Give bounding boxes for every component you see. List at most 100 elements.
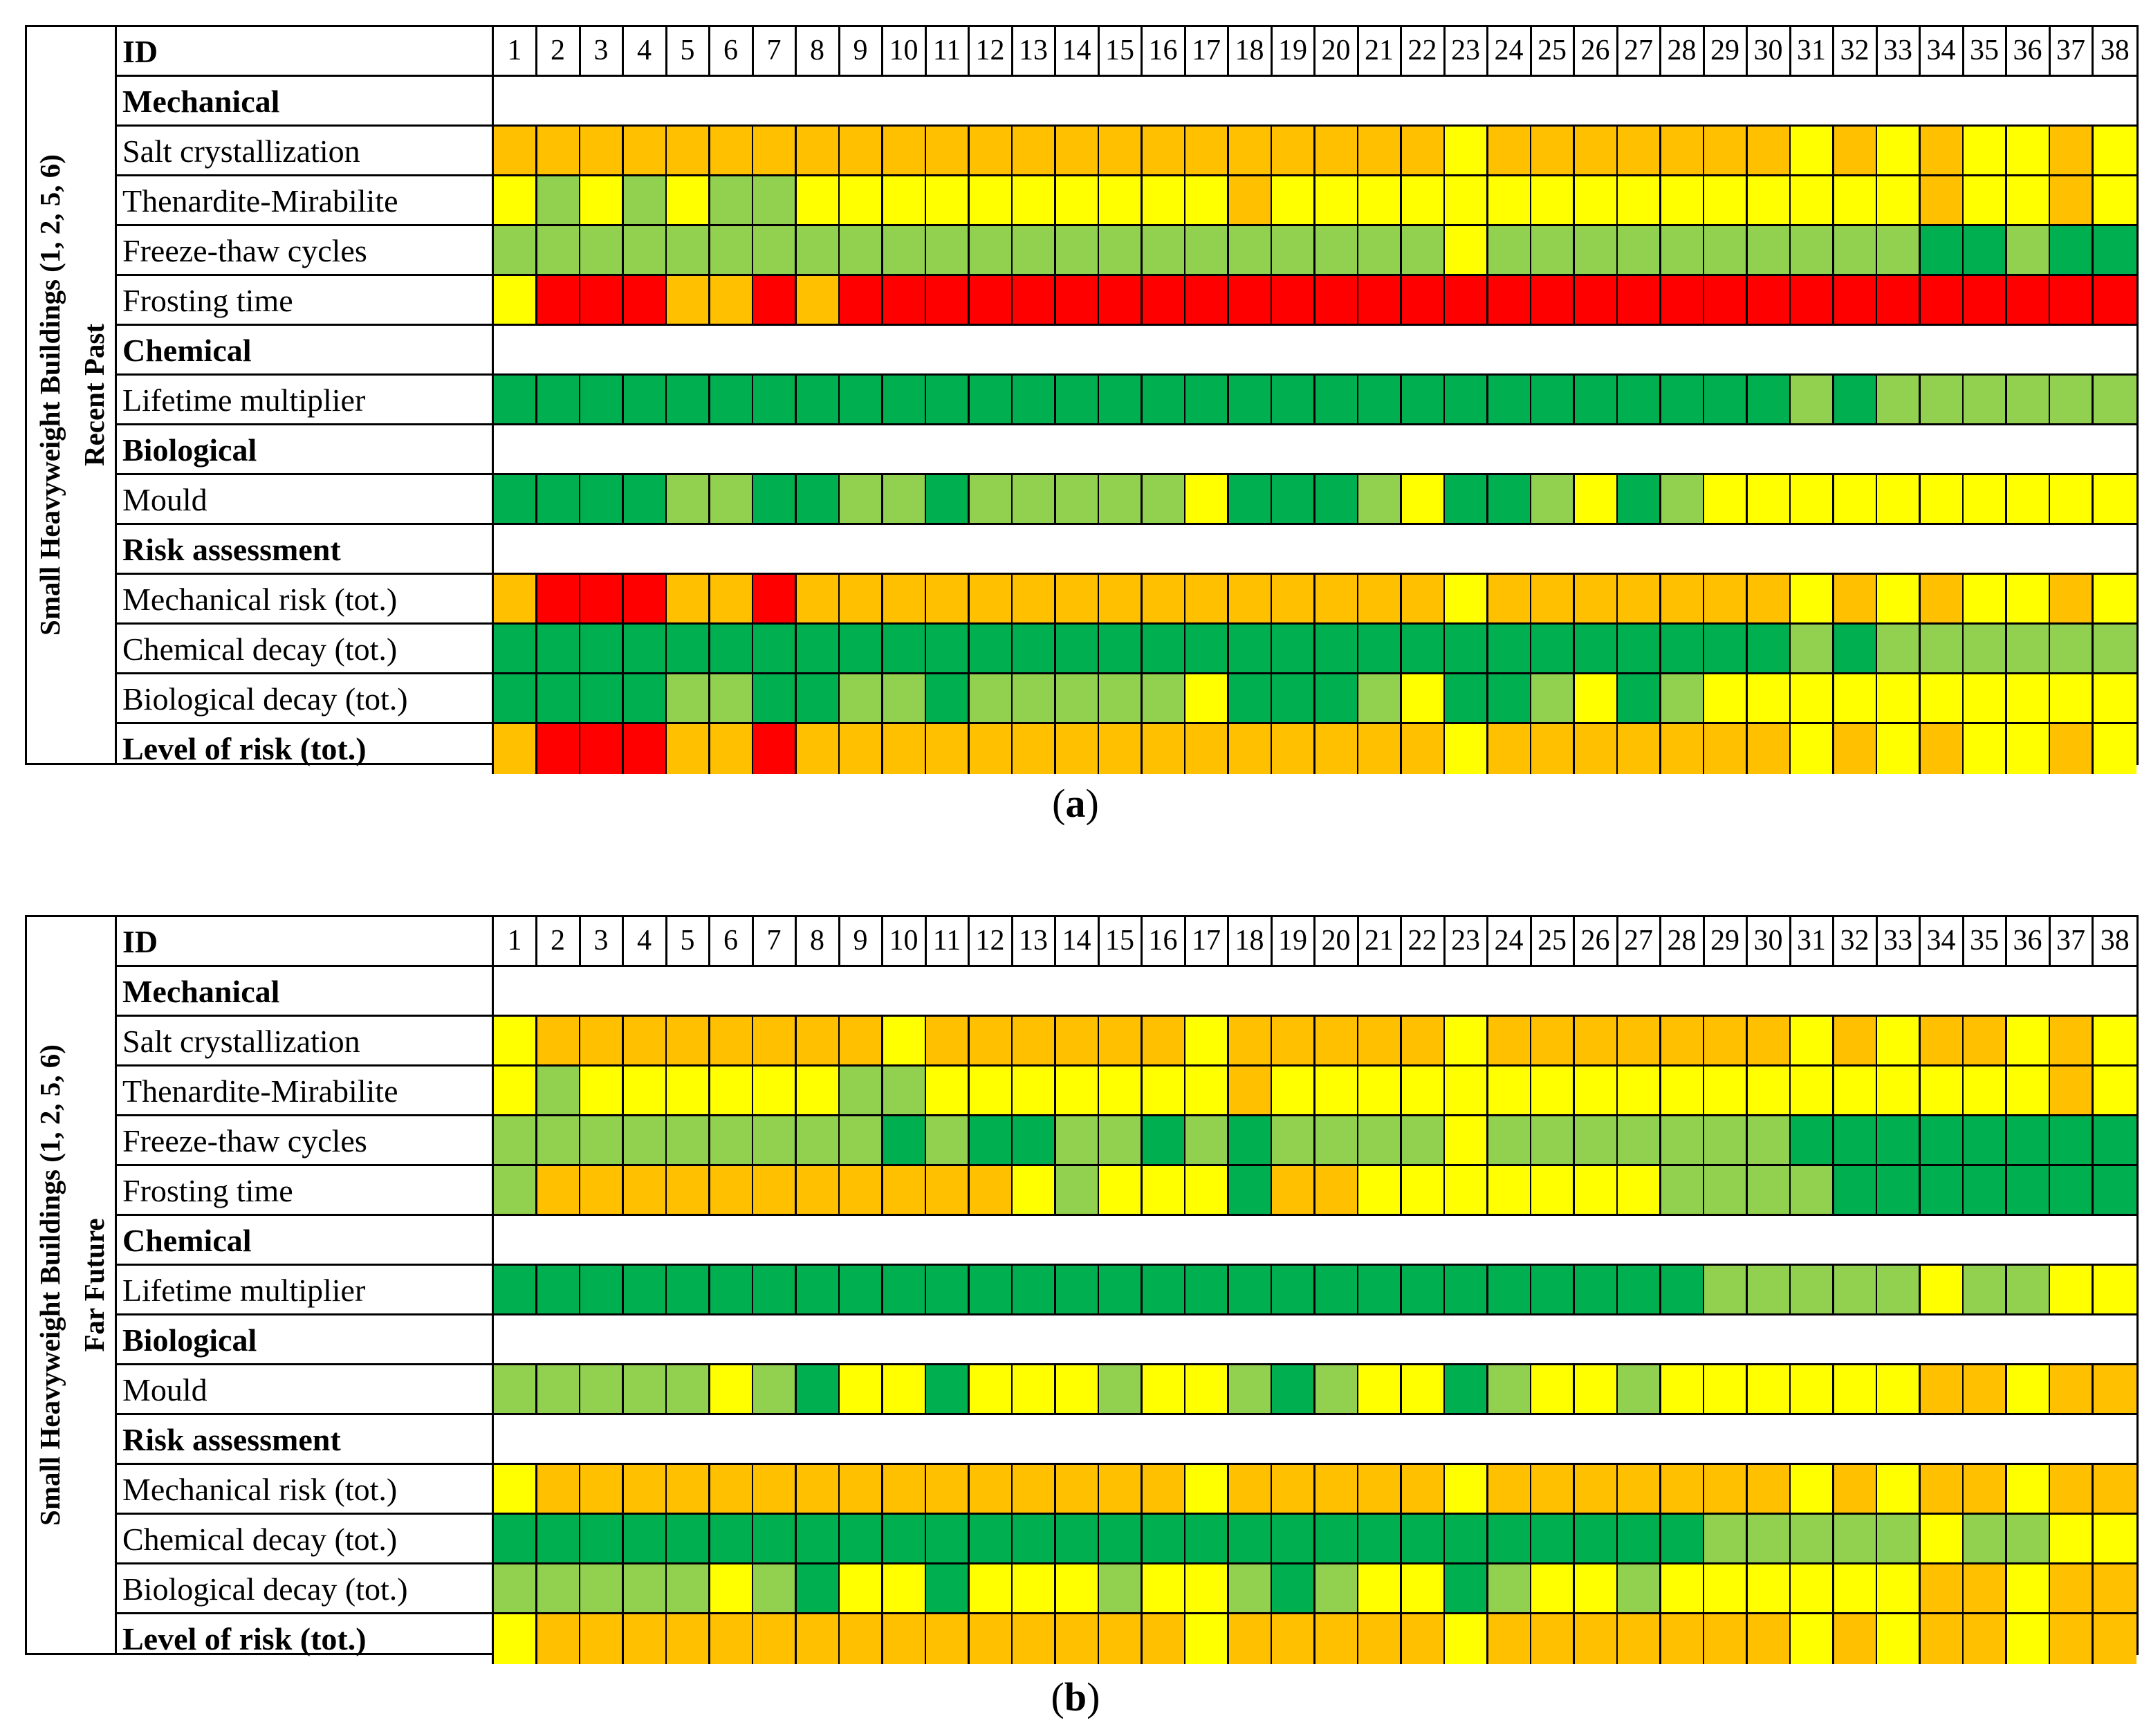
risk-cell	[1142, 1166, 1186, 1216]
risk-cell	[926, 1515, 970, 1564]
risk-cell	[1142, 127, 1186, 176]
risk-cell	[1488, 226, 1532, 276]
risk-cell	[1315, 724, 1359, 774]
risk-cell	[494, 1017, 537, 1066]
risk-cell	[796, 176, 840, 226]
risk-cell	[1531, 1116, 1575, 1166]
risk-cell	[1013, 475, 1056, 525]
risk-cell	[2006, 1066, 2051, 1116]
risk-cell	[1574, 1564, 1618, 1614]
risk-cell	[1488, 176, 1532, 226]
risk-cell	[1747, 625, 1791, 674]
risk-cell	[623, 376, 667, 425]
risk-cell	[1661, 1066, 1705, 1116]
risk-cell	[1488, 1017, 1532, 1066]
risk-cell	[753, 1365, 797, 1415]
row-label: Mechanical risk (tot.)	[117, 575, 494, 625]
risk-cell	[1791, 276, 1834, 326]
risk-cell	[667, 724, 710, 774]
risk-cell	[1099, 1066, 1143, 1116]
risk-cell	[1791, 625, 1834, 674]
risk-cell	[1445, 376, 1488, 425]
risk-cell	[1618, 1116, 1661, 1166]
risk-cell	[1358, 176, 1402, 226]
risk-cell	[1618, 1166, 1661, 1216]
risk-cell	[2050, 276, 2094, 326]
risk-cell	[1185, 376, 1229, 425]
risk-cell	[1401, 1116, 1446, 1166]
risk-cell	[796, 625, 840, 674]
risk-cell	[840, 226, 883, 276]
risk-cell	[1877, 1564, 1921, 1614]
risk-cell	[1228, 475, 1273, 525]
risk-cell	[1315, 376, 1359, 425]
id-cell: 32	[1834, 917, 1878, 967]
risk-cell	[840, 1564, 883, 1614]
risk-cell	[2050, 1017, 2094, 1066]
risk-cell	[1531, 376, 1575, 425]
risk-cell	[667, 1365, 710, 1415]
risk-cell	[1185, 1066, 1229, 1116]
row-label: Chemical decay (tot.)	[117, 625, 494, 674]
id-cell: 19	[1272, 27, 1315, 77]
risk-cell	[1964, 276, 2007, 326]
id-cell: 36	[2006, 917, 2051, 967]
risk-cell	[537, 625, 581, 674]
risk-cell	[1185, 1166, 1229, 1216]
risk-cell	[494, 1166, 537, 1216]
risk-cell	[1272, 1116, 1315, 1166]
risk-cell	[753, 625, 797, 674]
row-label: Chemical decay (tot.)	[117, 1515, 494, 1564]
risk-cell	[494, 1564, 537, 1614]
risk-cell	[1401, 376, 1446, 425]
risk-cell	[1272, 1564, 1315, 1614]
risk-cell	[1401, 276, 1446, 326]
risk-cell	[1964, 226, 2007, 276]
risk-cell	[1834, 176, 1878, 226]
risk-cell	[1964, 1614, 2007, 1664]
risk-cell	[1661, 1116, 1705, 1166]
risk-cell	[1185, 475, 1229, 525]
risk-cell	[1315, 1515, 1359, 1564]
risk-cell	[1401, 127, 1446, 176]
risk-cell	[753, 1266, 797, 1315]
risk-cell	[1055, 176, 1100, 226]
risk-cell	[883, 1116, 927, 1166]
risk-cell	[537, 1564, 581, 1614]
risk-cell	[796, 674, 840, 724]
risk-cell	[1185, 625, 1229, 674]
risk-cell	[1704, 276, 1748, 326]
section-label: Mechanical	[117, 77, 494, 127]
risk-cell	[623, 1465, 667, 1515]
risk-cell	[2006, 127, 2051, 176]
risk-cell	[1488, 1266, 1532, 1315]
risk-cell	[1531, 674, 1575, 724]
risk-cell	[883, 376, 927, 425]
id-cell: 23	[1445, 917, 1488, 967]
risk-cell	[1358, 1066, 1402, 1116]
risk-cell	[883, 1017, 927, 1066]
risk-cell	[1531, 276, 1575, 326]
risk-cell	[1013, 625, 1056, 674]
risk-cell	[2006, 376, 2051, 425]
risk-cell	[753, 176, 797, 226]
risk-cell	[1964, 1017, 2007, 1066]
risk-cell	[1185, 127, 1229, 176]
risk-cell	[753, 674, 797, 724]
risk-cell	[623, 625, 667, 674]
risk-cell	[796, 1614, 840, 1664]
risk-cell	[1142, 724, 1186, 774]
risk-cell	[1185, 1564, 1229, 1614]
risk-cell	[1272, 575, 1315, 625]
risk-cell	[2006, 674, 2051, 724]
risk-cell	[1142, 625, 1186, 674]
risk-cell	[1834, 674, 1878, 724]
risk-cell	[1315, 1564, 1359, 1614]
risk-cell	[1142, 1116, 1186, 1166]
risk-cell	[1315, 1266, 1359, 1315]
risk-cell	[667, 674, 710, 724]
risk-cell	[1574, 475, 1618, 525]
risk-cell	[1964, 1515, 2007, 1564]
risk-cell	[1185, 1266, 1229, 1315]
risk-cell	[537, 1365, 581, 1415]
